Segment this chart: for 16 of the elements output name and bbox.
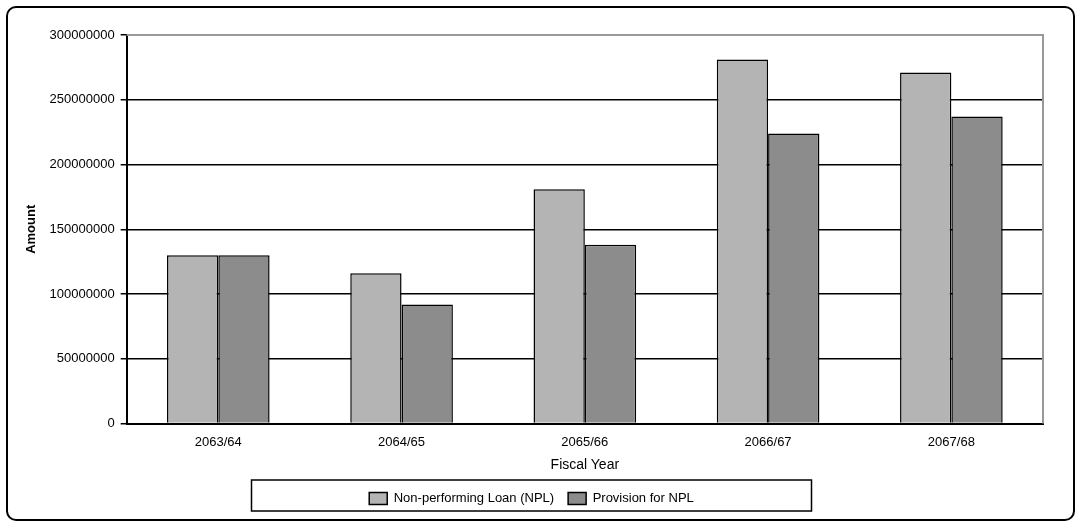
x-tick-label: 2066/67 — [744, 433, 792, 449]
y-tick-label: 250000000 — [49, 91, 115, 107]
y-tick-label: 50000000 — [56, 350, 115, 366]
x-tick-label: 2063/64 — [194, 433, 242, 449]
y-tick-label: 0 — [107, 415, 115, 431]
y-tick-label: 300000000 — [49, 26, 115, 42]
x-tick-label: 2067/68 — [927, 433, 975, 449]
y-tick-label: 150000000 — [49, 220, 115, 236]
y-tick-label: 100000000 — [49, 285, 115, 301]
x-axis-title: Fiscal Year — [550, 456, 620, 473]
x-tick-label: 2064/65 — [378, 433, 426, 449]
x-tick-label: 2065/66 — [561, 433, 609, 449]
legend-label: Non-performing Loan (NPL) — [393, 490, 555, 506]
legend-label: Provision for NPL — [592, 490, 694, 506]
y-tick-label: 200000000 — [49, 156, 115, 172]
y-axis-title: Amount — [23, 204, 39, 254]
